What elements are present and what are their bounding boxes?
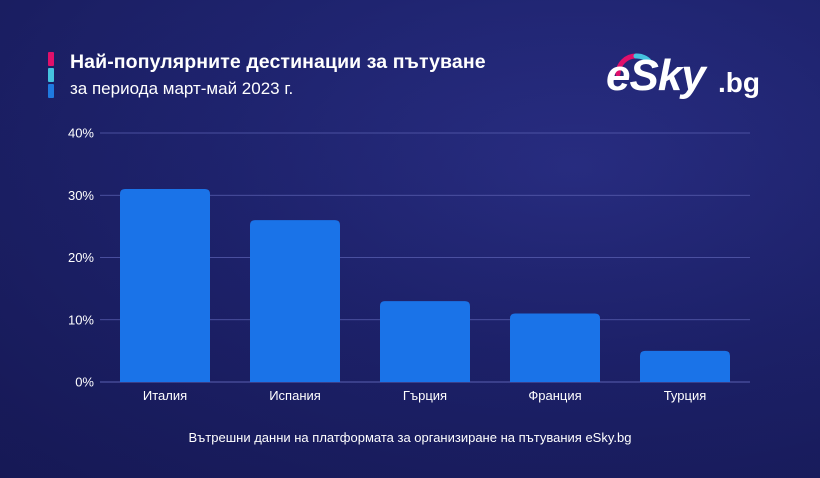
bar-0 xyxy=(120,189,210,382)
x-category-label: Франция xyxy=(528,388,581,403)
x-category-label: Испания xyxy=(269,388,321,403)
y-tick-label: 40% xyxy=(68,126,94,141)
y-axis-ticks: 0% 10% 20% 30% 40% xyxy=(68,126,94,390)
accent-bar-pink xyxy=(48,52,54,66)
bar-2 xyxy=(380,301,470,382)
accent-bar-cyan xyxy=(48,68,54,82)
chart-title: Най-популярните дестинации за пътуване xyxy=(70,51,486,73)
esky-logo: eSky .bg xyxy=(606,46,776,108)
bar-4 xyxy=(640,350,730,382)
bars xyxy=(120,189,730,382)
accent-bar-blue xyxy=(48,84,54,98)
logo-tld: .bg xyxy=(718,67,760,98)
x-category-label: Италия xyxy=(143,388,187,403)
chart-subtitle: за периода март-май 2023 г. xyxy=(70,79,294,98)
x-category-label: Турция xyxy=(664,388,707,403)
y-tick-label: 30% xyxy=(68,188,94,203)
y-tick-label: 20% xyxy=(68,250,94,265)
bar-1 xyxy=(250,220,340,382)
y-tick-label: 10% xyxy=(68,312,94,327)
logo-wordmark: eSky xyxy=(606,51,706,100)
logo-arc-icon xyxy=(615,53,653,77)
y-tick-label: 0% xyxy=(75,375,94,390)
bar-3 xyxy=(510,313,600,382)
source-note: Вътрешни данни на платформата за организ… xyxy=(188,430,632,445)
x-category-label: Гърция xyxy=(403,388,447,403)
x-axis-labels: Италия Испания Гърция Франция Турция xyxy=(143,388,706,403)
